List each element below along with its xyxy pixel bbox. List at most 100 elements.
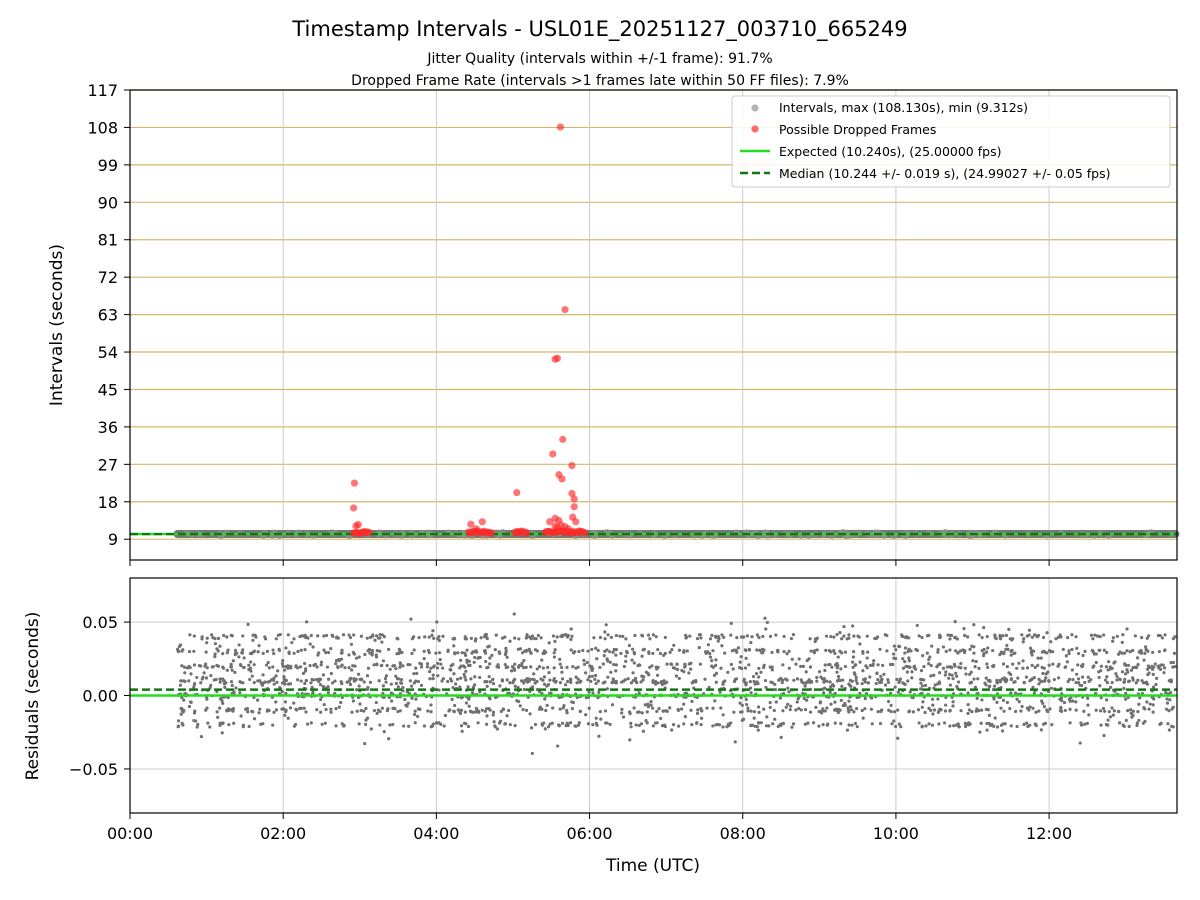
residual-point bbox=[843, 664, 848, 669]
residual-point bbox=[496, 665, 500, 669]
residual-point bbox=[288, 706, 293, 710]
residual-point bbox=[866, 650, 870, 654]
residual-point bbox=[1135, 656, 1140, 660]
residual-point bbox=[608, 650, 612, 654]
residual-point bbox=[833, 700, 837, 704]
top-y-tick-label: 81 bbox=[98, 231, 118, 250]
residual-point bbox=[871, 663, 875, 667]
residual-point bbox=[176, 719, 181, 723]
residual-point bbox=[710, 659, 714, 663]
residual-point bbox=[747, 647, 751, 652]
residual-point bbox=[764, 627, 768, 631]
residual-point bbox=[430, 724, 435, 728]
residual-point bbox=[609, 670, 613, 674]
residual-point bbox=[891, 652, 896, 656]
residual-point bbox=[239, 714, 243, 718]
residual-point bbox=[1009, 691, 1013, 695]
residual-point bbox=[261, 681, 265, 685]
residual-point bbox=[713, 634, 718, 638]
residual-point bbox=[624, 659, 628, 663]
residual-point bbox=[215, 647, 219, 651]
residual-point bbox=[1061, 647, 1065, 652]
residual-point bbox=[890, 722, 894, 726]
residual-point bbox=[1108, 715, 1113, 719]
residual-point bbox=[435, 620, 439, 624]
residual-point bbox=[868, 663, 873, 668]
residual-point bbox=[695, 711, 700, 715]
residual-point bbox=[565, 721, 569, 725]
bottom-x-tick-label: 04:00 bbox=[413, 824, 459, 843]
residual-point bbox=[851, 660, 855, 664]
residual-point bbox=[852, 710, 856, 714]
residual-point bbox=[1150, 664, 1154, 668]
residual-point bbox=[699, 636, 703, 640]
residual-point bbox=[745, 702, 749, 707]
residual-point bbox=[682, 650, 686, 654]
residual-point bbox=[435, 666, 440, 670]
residual-point bbox=[252, 717, 257, 721]
residual-point bbox=[1171, 660, 1175, 665]
residual-point bbox=[1162, 671, 1166, 675]
residual-point bbox=[523, 649, 527, 653]
residual-point bbox=[612, 647, 616, 652]
residual-point bbox=[905, 670, 909, 674]
bottom-y-axis-label: Residuals (seconds) bbox=[23, 612, 43, 781]
residual-point bbox=[491, 682, 496, 686]
residual-point bbox=[640, 634, 645, 638]
residual-point bbox=[959, 661, 963, 666]
residual-point bbox=[876, 709, 880, 714]
residual-point bbox=[1147, 671, 1151, 675]
residual-point bbox=[340, 722, 344, 726]
residual-point bbox=[991, 664, 995, 669]
residual-point bbox=[922, 665, 926, 669]
dropped-frame-point bbox=[523, 529, 531, 537]
residual-point bbox=[1089, 633, 1094, 637]
dropped-frame-point bbox=[467, 520, 475, 528]
residual-point bbox=[847, 723, 851, 727]
residual-point bbox=[770, 665, 774, 669]
residual-point bbox=[855, 681, 859, 686]
residual-point bbox=[437, 651, 442, 655]
residual-point bbox=[1071, 699, 1075, 703]
residual-point bbox=[1076, 681, 1081, 685]
residual-point bbox=[381, 691, 385, 696]
residual-point bbox=[891, 662, 895, 667]
residual-point bbox=[1087, 679, 1091, 684]
residual-point bbox=[453, 703, 457, 708]
residual-point bbox=[1076, 677, 1081, 681]
residual-point bbox=[548, 678, 552, 682]
residual-point bbox=[710, 633, 714, 637]
residual-point bbox=[804, 670, 808, 674]
residual-point bbox=[569, 637, 573, 641]
residual-point bbox=[907, 647, 911, 651]
residual-point bbox=[284, 691, 288, 696]
residual-point bbox=[1171, 665, 1175, 669]
residual-point bbox=[959, 709, 963, 713]
residual-point bbox=[958, 649, 963, 653]
residual-point bbox=[587, 675, 591, 679]
residual-point bbox=[464, 678, 468, 682]
residual-point bbox=[1110, 706, 1114, 710]
residual-point bbox=[1131, 648, 1135, 653]
residual-point bbox=[250, 674, 254, 678]
residual-point bbox=[857, 635, 861, 639]
residual-point bbox=[542, 675, 547, 679]
residual-point bbox=[670, 647, 674, 652]
residual-point bbox=[561, 706, 565, 710]
residual-point bbox=[401, 664, 405, 668]
residual-point bbox=[876, 663, 880, 667]
residual-point bbox=[234, 686, 238, 690]
residual-point bbox=[569, 627, 573, 631]
residual-point bbox=[504, 649, 508, 653]
residual-point bbox=[851, 624, 855, 628]
residual-point bbox=[1115, 678, 1119, 682]
residual-point bbox=[986, 708, 990, 712]
residual-point bbox=[606, 659, 610, 663]
residual-point bbox=[459, 664, 463, 668]
residual-point bbox=[781, 721, 786, 726]
residual-point bbox=[839, 667, 843, 671]
residual-point bbox=[991, 648, 995, 653]
residual-point bbox=[348, 682, 353, 687]
residual-point bbox=[443, 713, 448, 718]
